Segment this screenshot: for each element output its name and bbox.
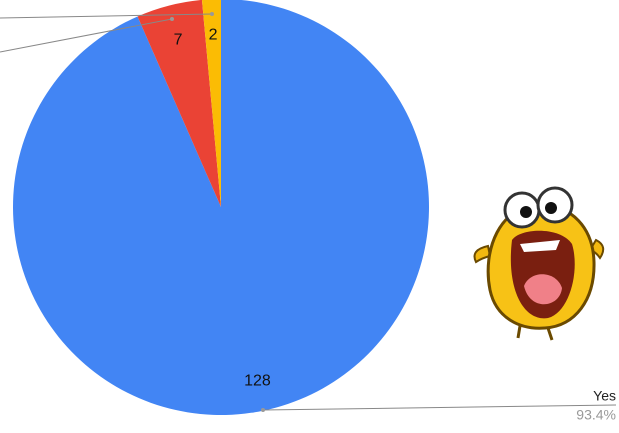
legend-label: Yes <box>593 388 616 404</box>
leader-dot <box>170 17 174 21</box>
slice-label: 2 <box>209 26 218 43</box>
leader-line <box>0 18 173 53</box>
pie-slice <box>137 0 221 207</box>
slice-label: 7 <box>174 32 183 49</box>
leader-line <box>0 13 213 19</box>
pie-slice <box>13 0 429 415</box>
leader-line <box>262 404 617 411</box>
legend-percent: 93.4% <box>576 407 616 423</box>
leader-dot <box>210 12 214 16</box>
mascot <box>473 186 605 341</box>
pie-slice <box>201 0 221 207</box>
slice-label: 128 <box>244 372 271 389</box>
leader-dot <box>261 408 265 412</box>
slices <box>13 0 429 415</box>
